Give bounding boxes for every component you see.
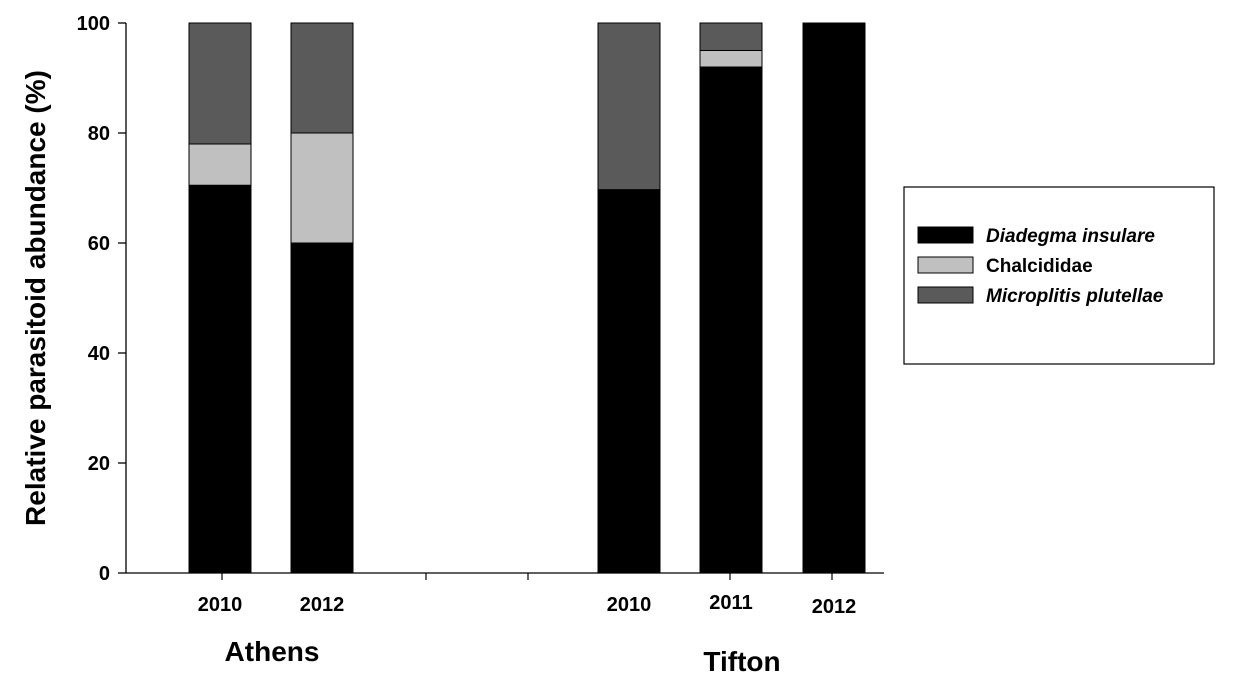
bar-segment	[802, 22, 866, 574]
y-axis-label: Relative parasitoid abundance (%)	[20, 70, 51, 526]
bar-segment	[290, 242, 354, 574]
x-tick-label: 2010	[198, 594, 243, 616]
group-label: Tifton	[703, 646, 780, 677]
legend-label: Chalcididae	[986, 256, 1093, 277]
bar-segment	[597, 189, 661, 574]
x-tick-label: 2012	[812, 596, 857, 618]
y-tick-label: 20	[88, 453, 110, 475]
bar-segment	[290, 132, 354, 244]
legend-label: Diadegma insulare	[986, 226, 1155, 247]
y-tick-label: 80	[88, 123, 110, 145]
group-label: Athens	[225, 636, 320, 667]
legend-label: Microplitis plutellae	[986, 286, 1164, 307]
legend: Diadegma insulare Chalcididae Microplitis …	[903, 186, 1215, 365]
legend-swatch	[917, 286, 974, 304]
y-tick-label: 100	[77, 13, 110, 35]
legend-box	[903, 186, 1215, 365]
y-tick-label: 0	[99, 563, 110, 585]
bar-segment	[188, 143, 252, 186]
bar-segment	[699, 66, 763, 574]
x-tick-label: 2010	[607, 594, 652, 616]
x-tick-label: 2011	[709, 592, 752, 614]
y-tick-label: 60	[88, 233, 110, 255]
y-tick-label: 40	[88, 343, 110, 365]
bar-segment	[699, 50, 763, 68]
bar-segment	[699, 22, 763, 51]
bar-segment	[597, 22, 661, 191]
legend-swatch	[917, 226, 974, 244]
bar-segment	[290, 22, 354, 134]
bar-segment	[188, 22, 252, 145]
bar-segment	[188, 184, 252, 574]
axis-labels: 0 20 40 60 80 100 2010 2012 Athens 2010 2011 2012 Ti…	[77, 13, 857, 677]
legend-swatch	[917, 256, 974, 274]
x-tick-label: 2012	[300, 594, 345, 616]
bars	[188, 22, 866, 574]
